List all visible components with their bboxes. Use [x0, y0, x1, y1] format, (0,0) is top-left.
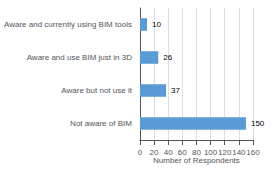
svg-text:150: 150 [251, 119, 265, 128]
svg-text:Aware and currently using BIM: Aware and currently using BIM tools [4, 20, 132, 29]
svg-text:120: 120 [218, 148, 232, 157]
svg-text:10: 10 [152, 20, 161, 29]
svg-text:20: 20 [150, 148, 159, 157]
svg-text:100: 100 [204, 148, 218, 157]
svg-text:37: 37 [171, 86, 180, 95]
svg-text:80: 80 [192, 148, 201, 157]
svg-text:40: 40 [164, 148, 173, 157]
svg-text:60: 60 [178, 148, 187, 157]
svg-text:160: 160 [246, 148, 260, 157]
svg-text:140: 140 [232, 148, 246, 157]
svg-text:Aware and use BIM just in 3D: Aware and use BIM just in 3D [27, 53, 132, 62]
svg-text:Not aware of BIM: Not aware of BIM [70, 119, 132, 128]
svg-text:Number of Respondents: Number of Respondents [153, 156, 240, 165]
svg-text:0: 0 [138, 148, 143, 157]
svg-text:26: 26 [163, 53, 172, 62]
svg-text:Aware but not use it: Aware but not use it [61, 86, 132, 95]
